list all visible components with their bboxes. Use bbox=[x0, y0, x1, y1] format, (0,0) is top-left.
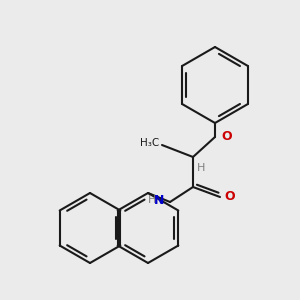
Text: O: O bbox=[224, 190, 235, 203]
Text: H: H bbox=[148, 195, 156, 205]
Text: O: O bbox=[221, 130, 232, 143]
Text: H: H bbox=[197, 163, 206, 173]
Text: H₃C: H₃C bbox=[140, 138, 159, 148]
Text: N: N bbox=[154, 194, 164, 206]
